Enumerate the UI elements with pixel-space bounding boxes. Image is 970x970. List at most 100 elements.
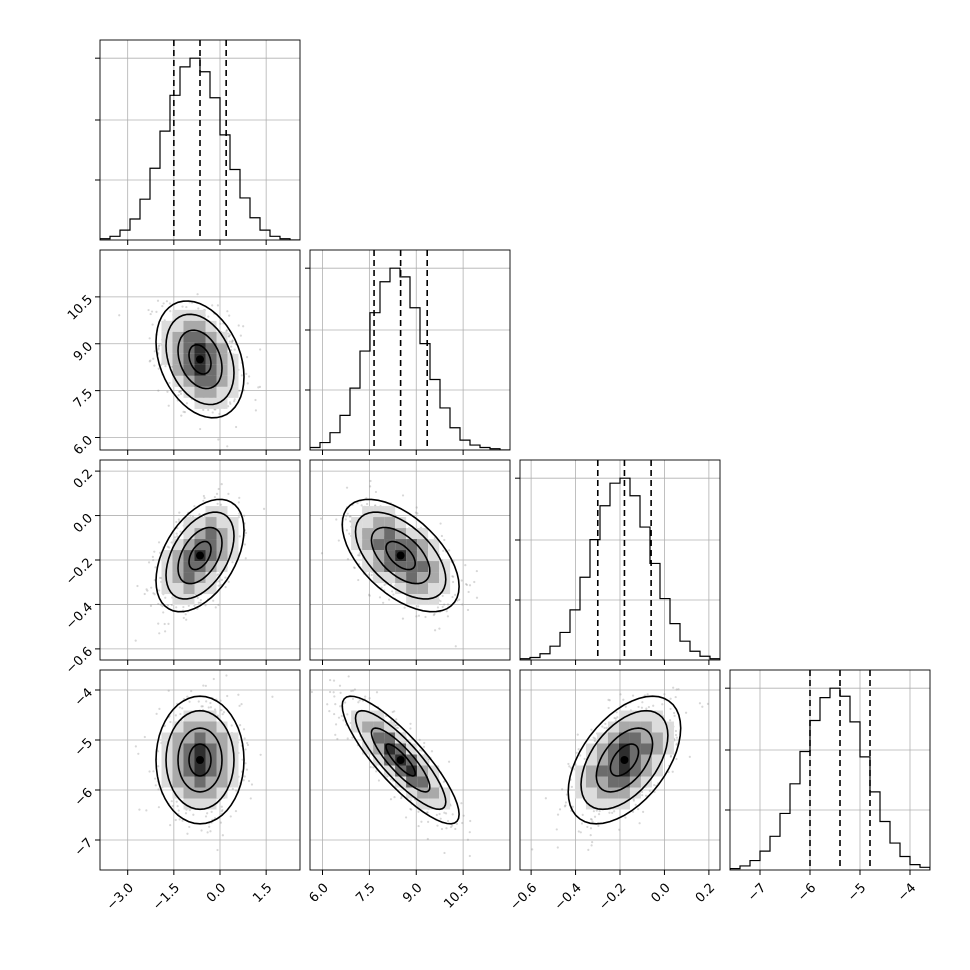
scatter-point	[151, 555, 154, 558]
density-cell	[194, 583, 206, 595]
density-cell	[183, 342, 195, 354]
scatter-point	[613, 716, 616, 720]
density-cell	[651, 721, 663, 733]
density-cell	[172, 721, 184, 733]
density-cell	[439, 561, 451, 573]
scatter-point	[447, 760, 451, 763]
density-cell	[362, 710, 374, 722]
scatter-point	[219, 821, 223, 824]
scatter-point	[233, 400, 236, 403]
x-tick-label: 0.0	[648, 881, 673, 906]
contour-level-3	[341, 498, 460, 613]
density-cell	[574, 765, 586, 777]
scatter-point	[237, 501, 240, 504]
panel-frame	[99, 249, 301, 451]
density-cell	[183, 583, 195, 595]
scatter-point	[250, 783, 254, 786]
scatter-point	[455, 822, 458, 825]
scatter-point	[182, 410, 185, 413]
density-cell	[216, 765, 228, 777]
density-cell	[395, 776, 407, 788]
scatter-point	[196, 293, 199, 296]
scatter-point	[200, 705, 203, 708]
density-cell	[417, 754, 429, 766]
density-cell	[651, 743, 663, 755]
scatter-point	[347, 675, 350, 678]
density-cell	[194, 375, 206, 387]
x-tick-label: 10.5	[441, 881, 472, 912]
scatter-point	[148, 337, 151, 340]
scatter-point	[389, 798, 393, 801]
contour-level-0	[188, 344, 212, 375]
scatter-point	[145, 809, 148, 812]
scatter-point	[565, 793, 569, 796]
density-cell	[183, 743, 195, 755]
scatter-point	[230, 345, 233, 348]
scatter-point	[164, 365, 167, 368]
density-cell	[373, 561, 385, 573]
scatter-point	[334, 733, 337, 736]
scatter-point	[589, 827, 593, 830]
density-cell	[384, 561, 396, 573]
scatter-point	[645, 707, 648, 710]
density-cell	[596, 732, 608, 744]
scatter-point	[465, 582, 468, 586]
density-cell	[205, 386, 217, 398]
scatter-point	[237, 324, 240, 327]
density-cell	[216, 528, 228, 540]
density-cell	[172, 539, 184, 551]
scatter-point	[637, 705, 640, 709]
density-cell	[205, 561, 217, 573]
scatter-point	[244, 748, 247, 751]
scatter-point	[701, 705, 704, 708]
scatter-point	[202, 494, 205, 498]
scatter-point	[199, 598, 202, 602]
scatter-point	[356, 502, 359, 505]
density-cell	[629, 710, 641, 722]
scatter-point	[439, 817, 442, 820]
scatter-point	[196, 596, 199, 599]
panel-content	[730, 670, 930, 870]
scatter-point	[168, 381, 171, 385]
contour-level-3	[155, 498, 245, 613]
scatter-point	[217, 584, 220, 587]
density-cell	[640, 710, 652, 722]
density-cell	[417, 765, 429, 777]
density-cell	[205, 743, 217, 755]
scatter-point	[597, 813, 601, 816]
scatter-point	[675, 757, 678, 761]
scatter-point	[445, 610, 448, 613]
density-cell	[395, 732, 407, 744]
x-tick-label: 1.5	[250, 881, 275, 906]
scatter-point	[212, 599, 215, 602]
scatter-point	[153, 593, 156, 596]
density-cell	[629, 743, 641, 755]
scatter-point	[454, 645, 457, 648]
scatter-point	[243, 775, 246, 778]
scatter-point	[202, 408, 205, 412]
density-cell	[205, 550, 217, 562]
scatter-point	[173, 536, 177, 539]
scatter-point	[214, 408, 217, 411]
scatter-point	[575, 751, 578, 754]
scatter-point	[418, 738, 421, 742]
scatter-point	[619, 693, 622, 696]
density-cell	[161, 776, 173, 788]
density-cell	[216, 353, 228, 365]
scatter-point	[417, 824, 420, 828]
scatter-point	[615, 711, 618, 714]
density-cell	[205, 721, 217, 733]
scatter-point	[178, 511, 181, 514]
scatter-point	[230, 341, 234, 344]
scatter-point	[438, 627, 441, 630]
scatter-point	[243, 514, 246, 517]
scatter-point	[430, 750, 434, 753]
scatter-point	[340, 714, 343, 718]
scatter-point	[653, 784, 656, 787]
scatter-point	[568, 765, 571, 768]
scatter-point	[158, 707, 161, 710]
scatter-point	[258, 385, 262, 388]
scatter-point	[228, 335, 231, 338]
contour-level-2	[354, 709, 447, 811]
scatter-point	[328, 690, 332, 694]
